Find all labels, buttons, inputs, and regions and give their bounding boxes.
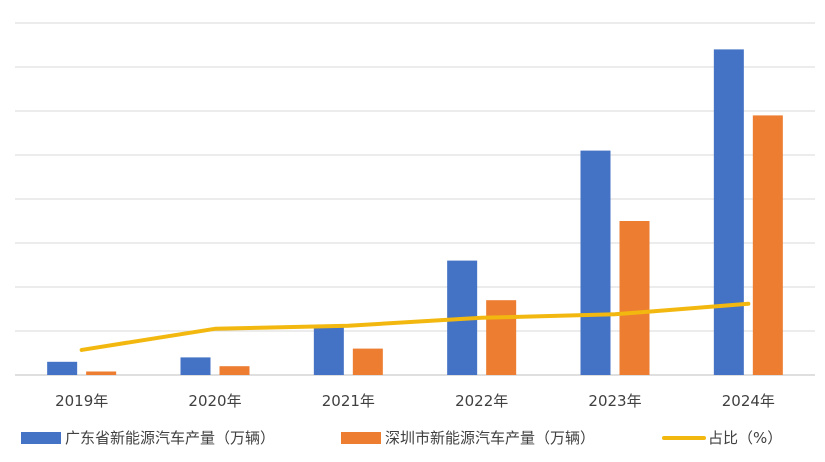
bar-shenzhen-2 xyxy=(352,348,383,375)
x-tick-label-1: 2020年 xyxy=(188,392,241,410)
gridlines xyxy=(15,22,815,376)
legend-swatch xyxy=(341,432,381,444)
legend-label: 占比（%） xyxy=(708,429,782,447)
legend-label: 深圳市新能源汽车产量（万辆） xyxy=(385,429,595,447)
x-axis-tick-labels: 2019年 2020年 2021年 2022年 2023年 2024年 xyxy=(55,392,775,410)
legend-swatch xyxy=(21,432,61,444)
x-tick-label-0: 2019年 xyxy=(55,392,108,410)
share-line xyxy=(79,301,751,352)
bar-shenzhen-0 xyxy=(86,371,117,375)
bar-guangdong-4 xyxy=(580,150,611,375)
x-tick-label-3: 2022年 xyxy=(455,392,508,410)
x-tick-label-4: 2023年 xyxy=(588,392,641,410)
bar-guangdong-2 xyxy=(313,326,344,375)
bar-shenzhen-1 xyxy=(219,366,250,375)
bar-series-group xyxy=(47,49,783,376)
x-tick-label-2: 2021年 xyxy=(322,392,375,410)
x-tick-label-5: 2024年 xyxy=(722,392,775,410)
bar-shenzhen-3 xyxy=(486,300,517,375)
legend-label: 广东省新能源汽车产量（万辆） xyxy=(65,429,275,447)
bar-guangdong-5 xyxy=(713,49,744,376)
bar-shenzhen-5 xyxy=(752,115,783,376)
legend-item-2[interactable]: 占比（%） xyxy=(662,429,782,447)
legend-item-0[interactable]: 广东省新能源汽车产量（万辆） xyxy=(21,429,275,447)
legend-item-1[interactable]: 深圳市新能源汽车产量（万辆） xyxy=(341,429,595,447)
line-series-group xyxy=(79,301,751,352)
bar-guangdong-1 xyxy=(180,357,211,375)
bar-guangdong-0 xyxy=(47,361,78,375)
legend[interactable]: 广东省新能源汽车产量（万辆） 深圳市新能源汽车产量（万辆） 占比（%） xyxy=(21,429,782,447)
bar-shenzhen-4 xyxy=(619,221,650,375)
